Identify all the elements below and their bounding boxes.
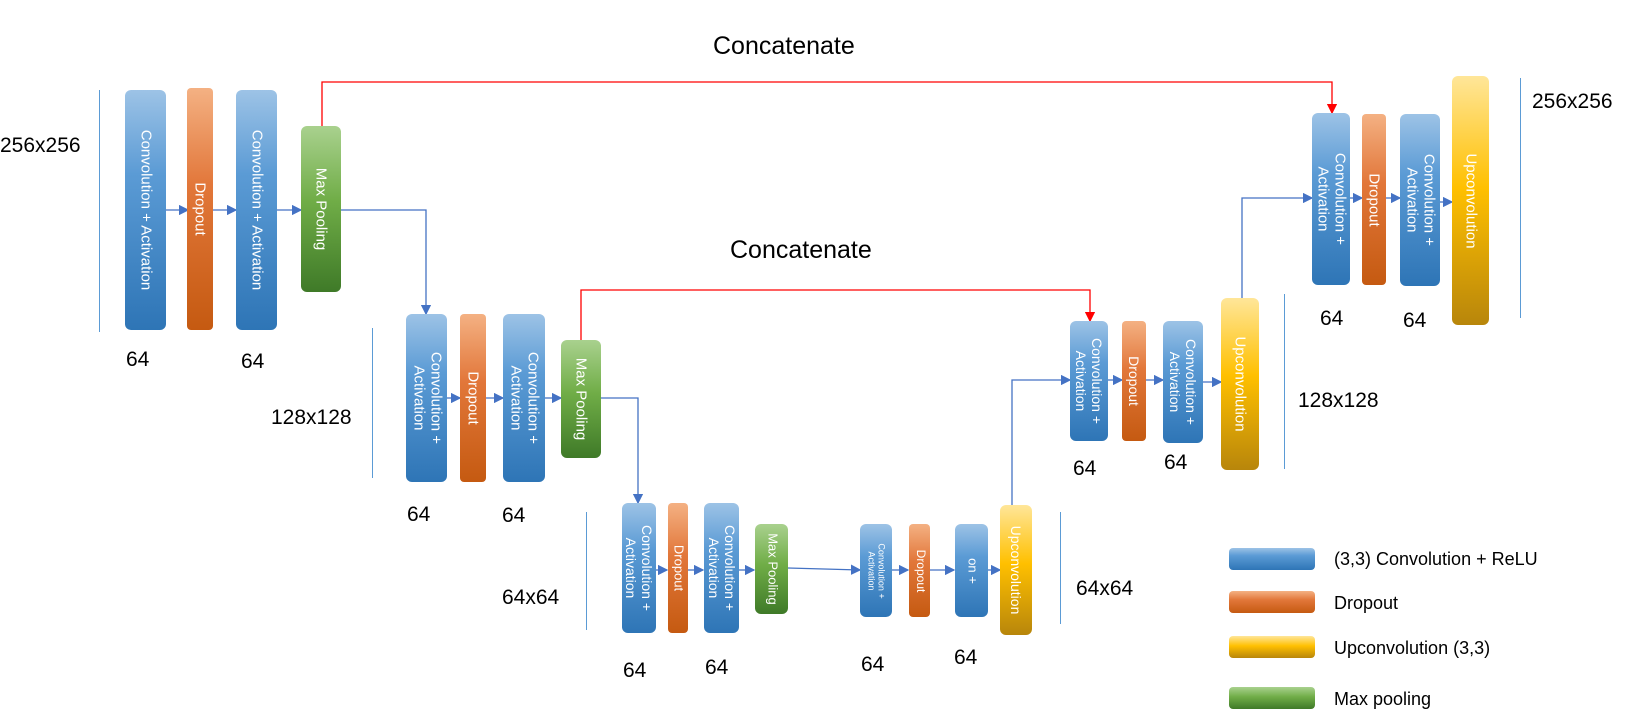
channel-count: 64 [1403,309,1427,332]
channel-count: 64 [126,348,150,371]
channel-count: 64 [407,503,431,526]
dropout-block: Dropout [1122,321,1146,441]
conv-block: Convolution + Activation [1070,321,1108,441]
skip-connection-top [321,81,1338,126]
concatenate-label-top: Concatenate [713,32,855,60]
legend-label: Dropout [1334,593,1399,613]
dropout-block: Dropout [1362,114,1386,285]
conv-block: Convolution + Activation [1400,114,1440,286]
resolution-label: 256x256 [1532,90,1613,113]
conv-block: Convolution + Activation [622,503,656,633]
channel-count: 64 [861,653,885,676]
scale-line [1284,294,1285,469]
legend-swatch-max-pooling [1229,687,1315,709]
scale-line [586,512,587,630]
conv-block: Convolution + Activation [236,90,277,330]
channel-count: 64 [1073,457,1097,480]
conv-block: Convolution + Activation [704,503,739,633]
channel-count: 64 [241,350,265,373]
max-pooling-block: Max Pooling [561,340,601,458]
max-pooling-block: Max Pooling [755,524,788,614]
conv-block: Convolution + Activation [1312,113,1350,285]
scale-line [372,328,373,478]
scale-line [1060,512,1061,624]
upconvolution-block: Upconvolution [1221,298,1259,470]
resolution-label: 64x64 [502,586,560,609]
max-pooling-block: Max Pooling [301,126,341,292]
channel-count: 64 [623,659,647,682]
legend-swatch-convolution [1229,548,1315,570]
resolution-label: 64x64 [1076,577,1134,600]
conv-block: Convolution + Activation [860,524,892,617]
scale-line [99,90,100,332]
arrow [787,564,862,575]
dropout-block: Dropout [909,524,930,617]
arrow-down-level2 [341,209,432,316]
legend-label: Upconvolution (3,3) [1334,638,1491,658]
conv-block: Convolution + Activation [1163,321,1203,443]
conv-block: on + [955,524,988,617]
resolution-label: 256x256 [0,134,81,157]
channel-count: 64 [1164,451,1188,474]
conv-block: Convolution + Activation [125,90,166,330]
upconvolution-block: Upconvolution [1452,76,1489,325]
legend-label: (3,3) Convolution + ReLU [1334,549,1538,569]
legend-swatch-dropout [1229,591,1315,613]
skip-connection-mid [580,289,1096,340]
upconvolution-block: Upconvolution [1000,505,1032,635]
channel-count: 64 [705,656,729,679]
conv-block: Convolution + Activation [503,314,545,482]
conv-block: Convolution + Activation [406,314,447,482]
concatenate-label-mid: Concatenate [730,236,872,264]
dropout-block: Dropout [460,314,486,482]
arrow-up-level1 [1241,192,1314,298]
legend-label: Max pooling [1334,689,1432,709]
channel-count: 64 [954,646,978,669]
legend-swatch-upconvolution [1229,636,1315,658]
channel-count: 64 [502,504,526,527]
arrow-up-level2 [1011,374,1072,512]
dropout-block: Dropout [668,503,688,633]
resolution-label: 128x128 [1298,389,1379,412]
dropout-block: Dropout [187,88,213,330]
resolution-label: 128x128 [271,406,352,429]
arrow-down-level3 [601,397,644,505]
channel-count: 64 [1320,307,1344,330]
scale-line [1520,78,1521,318]
